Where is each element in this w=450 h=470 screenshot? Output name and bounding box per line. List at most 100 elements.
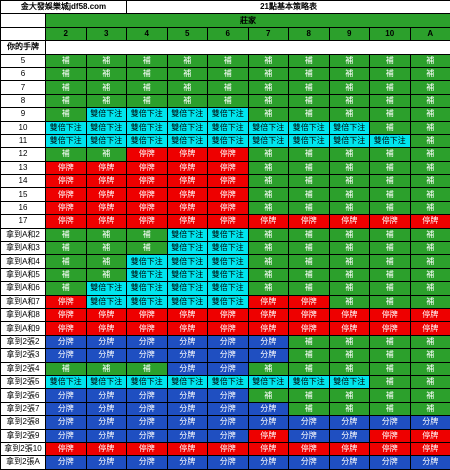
action-cell: 補 bbox=[289, 175, 330, 188]
action-cell: 停牌 bbox=[329, 308, 370, 321]
hand-label: 拿到2張7 bbox=[1, 402, 46, 415]
action-cell: 補 bbox=[208, 81, 249, 94]
action-cell: 停牌 bbox=[370, 308, 411, 321]
action-cell: 雙倍下注 bbox=[127, 255, 168, 268]
action-cell: 補 bbox=[248, 228, 289, 241]
action-cell: 分牌 bbox=[127, 335, 168, 348]
action-cell: 分牌 bbox=[46, 456, 87, 469]
action-cell: 補 bbox=[289, 282, 330, 295]
action-cell: 補 bbox=[410, 349, 450, 362]
action-cell: 雙倍下注 bbox=[329, 375, 370, 388]
action-cell: 分牌 bbox=[329, 429, 370, 442]
title-row: 金大發娛樂城jdf58.com 21點基本策略表 bbox=[1, 1, 450, 14]
action-cell: 雙倍下注 bbox=[127, 282, 168, 295]
action-cell: 補 bbox=[248, 67, 289, 80]
hands-header-row: 你的手牌 bbox=[1, 41, 450, 54]
action-cell: 停牌 bbox=[248, 215, 289, 228]
action-cell: 停牌 bbox=[127, 148, 168, 161]
action-cell: 補 bbox=[410, 188, 450, 201]
hand-label: 拿到A和7 bbox=[1, 295, 46, 308]
hand-label: 拿到A和8 bbox=[1, 308, 46, 321]
action-cell: 停牌 bbox=[167, 188, 208, 201]
action-cell: 補 bbox=[127, 228, 168, 241]
action-cell: 分牌 bbox=[46, 389, 87, 402]
hand-label: 拿到2張A bbox=[1, 456, 46, 469]
action-cell: 停牌 bbox=[410, 215, 450, 228]
action-cell: 雙倍下注 bbox=[208, 228, 249, 241]
action-cell: 雙倍下注 bbox=[127, 121, 168, 134]
action-cell: 雙倍下注 bbox=[208, 375, 249, 388]
action-cell: 停牌 bbox=[329, 322, 370, 335]
action-cell: 補 bbox=[410, 94, 450, 107]
action-cell: 補 bbox=[46, 67, 87, 80]
action-cell: 補 bbox=[370, 295, 411, 308]
action-cell: 停牌 bbox=[86, 161, 127, 174]
action-cell: 補 bbox=[410, 255, 450, 268]
action-cell: 分牌 bbox=[370, 456, 411, 469]
action-cell: 補 bbox=[329, 201, 370, 214]
action-cell: 分牌 bbox=[86, 416, 127, 429]
hand-label: 拿到2張8 bbox=[1, 416, 46, 429]
action-cell: 補 bbox=[410, 268, 450, 281]
action-cell: 補 bbox=[329, 268, 370, 281]
action-cell: 雙倍下注 bbox=[329, 134, 370, 147]
action-cell: 停牌 bbox=[167, 161, 208, 174]
action-cell: 停牌 bbox=[46, 442, 87, 455]
hand-label: 9 bbox=[1, 108, 46, 121]
action-cell: 補 bbox=[410, 67, 450, 80]
dealer-upcard-9: 9 bbox=[329, 27, 370, 40]
action-cell: 停牌 bbox=[86, 175, 127, 188]
action-cell: 補 bbox=[370, 201, 411, 214]
action-cell: 停牌 bbox=[167, 308, 208, 321]
dealer-upcard-10: 10 bbox=[370, 27, 411, 40]
action-cell: 補 bbox=[370, 108, 411, 121]
action-cell: 雙倍下注 bbox=[167, 268, 208, 281]
action-cell: 分牌 bbox=[208, 429, 249, 442]
action-cell: 補 bbox=[329, 242, 370, 255]
action-cell: 補 bbox=[329, 148, 370, 161]
action-cell: 分牌 bbox=[248, 335, 289, 348]
action-cell: 補 bbox=[370, 335, 411, 348]
action-cell: 補 bbox=[410, 201, 450, 214]
action-cell: 停牌 bbox=[410, 308, 450, 321]
action-cell: 雙倍下注 bbox=[208, 242, 249, 255]
action-cell: 補 bbox=[329, 161, 370, 174]
action-cell: 補 bbox=[248, 94, 289, 107]
action-cell: 補 bbox=[289, 148, 330, 161]
action-cell: 停牌 bbox=[46, 215, 87, 228]
action-cell: 補 bbox=[127, 67, 168, 80]
action-cell: 補 bbox=[370, 268, 411, 281]
action-cell: 補 bbox=[289, 81, 330, 94]
action-cell: 補 bbox=[410, 54, 450, 67]
action-cell: 補 bbox=[410, 134, 450, 147]
action-cell: 補 bbox=[329, 81, 370, 94]
action-cell: 分牌 bbox=[208, 389, 249, 402]
action-cell: 分牌 bbox=[370, 416, 411, 429]
action-cell: 雙倍下注 bbox=[127, 108, 168, 121]
action-cell: 補 bbox=[410, 242, 450, 255]
hand-label: 拿到A和2 bbox=[1, 228, 46, 241]
action-cell: 雙倍下注 bbox=[86, 121, 127, 134]
action-cell: 雙倍下注 bbox=[46, 121, 87, 134]
action-cell: 雙倍下注 bbox=[289, 375, 330, 388]
action-cell: 停牌 bbox=[46, 201, 87, 214]
action-cell: 補 bbox=[329, 54, 370, 67]
action-cell: 補 bbox=[289, 228, 330, 241]
action-cell: 補 bbox=[370, 402, 411, 415]
action-cell: 分牌 bbox=[46, 429, 87, 442]
action-cell: 補 bbox=[410, 161, 450, 174]
action-cell: 補 bbox=[46, 242, 87, 255]
action-cell: 停牌 bbox=[329, 215, 370, 228]
action-cell: 補 bbox=[46, 255, 87, 268]
action-cell: 補 bbox=[410, 228, 450, 241]
